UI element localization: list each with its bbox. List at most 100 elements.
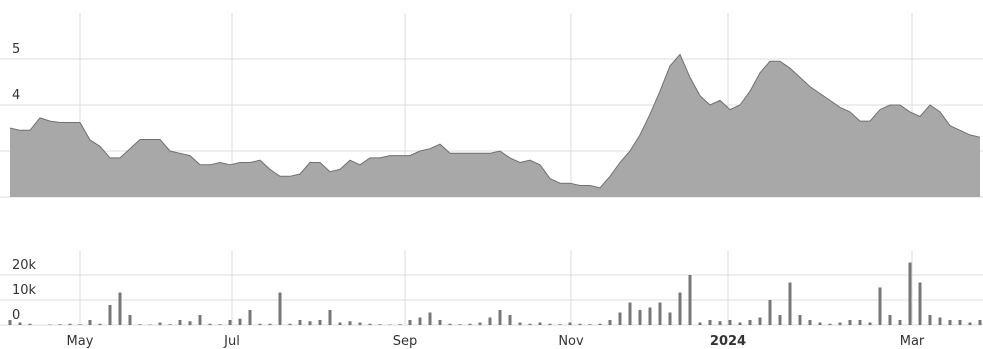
volume-bar [268, 323, 272, 325]
volume-bar [8, 320, 12, 325]
volume-bar [858, 320, 862, 325]
volume-bar [298, 320, 302, 325]
volume-bar [948, 320, 952, 325]
volume-bar [848, 320, 852, 325]
volume-bar [618, 312, 622, 325]
volume-bar [88, 320, 92, 325]
volume-bar [358, 322, 362, 325]
volume-bar [458, 324, 462, 325]
volume-bar [878, 287, 882, 325]
volume-bar [438, 320, 442, 325]
volume-bar [628, 302, 632, 325]
volume-bar [448, 323, 452, 325]
x-tick-label: May [67, 334, 94, 349]
price-line [9, 53, 981, 189]
volume-bar [188, 321, 192, 325]
x-tick-label: Sep [393, 334, 418, 349]
volume-bar [548, 323, 552, 325]
volume-bar [58, 324, 62, 325]
volume-bar [728, 320, 732, 325]
volume-bar [518, 322, 522, 325]
x-tick-label: Mar [900, 334, 925, 349]
volume-bar [968, 322, 972, 325]
volume-bar [348, 321, 352, 325]
volume-bar [588, 324, 592, 325]
volume-bar [408, 320, 412, 325]
volume-bar [978, 320, 982, 325]
y-tick-label: 0 [12, 308, 20, 323]
y-tick-label: 20k [12, 258, 37, 273]
volume-bar [818, 322, 822, 325]
volume-bar [828, 323, 832, 325]
volume-bar [698, 322, 702, 325]
volume-bar [688, 275, 692, 325]
volume-bar [258, 323, 262, 325]
y-tick-label: 5 [12, 42, 20, 57]
volume-bar [738, 322, 742, 325]
volume-bar [208, 323, 212, 325]
volume-bar [108, 305, 112, 325]
volume-bar [178, 320, 182, 325]
volume-bar [908, 262, 912, 325]
volume-bar [938, 317, 942, 325]
volume-bar [138, 324, 142, 325]
volume-bar [68, 323, 72, 325]
volume-bar [158, 322, 162, 325]
x-tick-label: Jul [223, 334, 240, 349]
volume-bar [378, 324, 382, 325]
x-tick-label: Nov [558, 334, 584, 349]
volume-bar [578, 323, 582, 325]
volume-bar [318, 320, 322, 325]
volume-bar [748, 320, 752, 325]
volume-bar [718, 321, 722, 325]
volume-bar [488, 317, 492, 325]
volume-bar [768, 300, 772, 325]
volume-bar [388, 324, 392, 325]
volume-bar [928, 315, 932, 325]
volume-bar [228, 320, 232, 325]
volume-bar [958, 320, 962, 325]
volume-bar [428, 312, 432, 325]
volume-bar [598, 323, 602, 325]
volume-bar [658, 302, 662, 325]
volume-bar [368, 323, 372, 325]
volume-bar [168, 324, 172, 325]
x-tick-label: 2024 [710, 334, 746, 349]
volume-bar [478, 322, 482, 325]
volume-bar [118, 292, 122, 325]
volume-bar [778, 315, 782, 325]
price-area [10, 54, 980, 198]
volume-bar [18, 322, 22, 325]
volume-bar [678, 292, 682, 325]
volume-bar [638, 310, 642, 325]
volume-bar [668, 312, 672, 325]
volume-bar [838, 322, 842, 325]
volume-bar [508, 315, 512, 325]
volume-bar [808, 320, 812, 325]
volume-bar [898, 320, 902, 325]
volume-bar [398, 324, 402, 325]
volume-bar [218, 324, 222, 325]
volume-bar [708, 320, 712, 325]
y-tick-label: 4 [12, 88, 20, 103]
volume-bar [338, 322, 342, 325]
volume-bar [468, 323, 472, 325]
volume-bar [758, 317, 762, 325]
volume-bar [418, 317, 422, 325]
volume-bar [798, 315, 802, 325]
volume-bar [498, 310, 502, 325]
volume-bar [608, 320, 612, 325]
volume-bar [198, 315, 202, 325]
volume-bar [328, 310, 332, 325]
volume-bar [148, 324, 152, 325]
volume-bar [98, 323, 102, 325]
y-tick-label: 10k [12, 283, 37, 298]
volume-bar [248, 310, 252, 325]
volume-bar [788, 282, 792, 325]
volume-bar [78, 324, 82, 325]
volume-bar [648, 307, 652, 325]
volume-bar [528, 323, 532, 325]
volume-bar [568, 322, 572, 325]
volume-bar [278, 292, 282, 325]
volume-bar [128, 315, 132, 325]
